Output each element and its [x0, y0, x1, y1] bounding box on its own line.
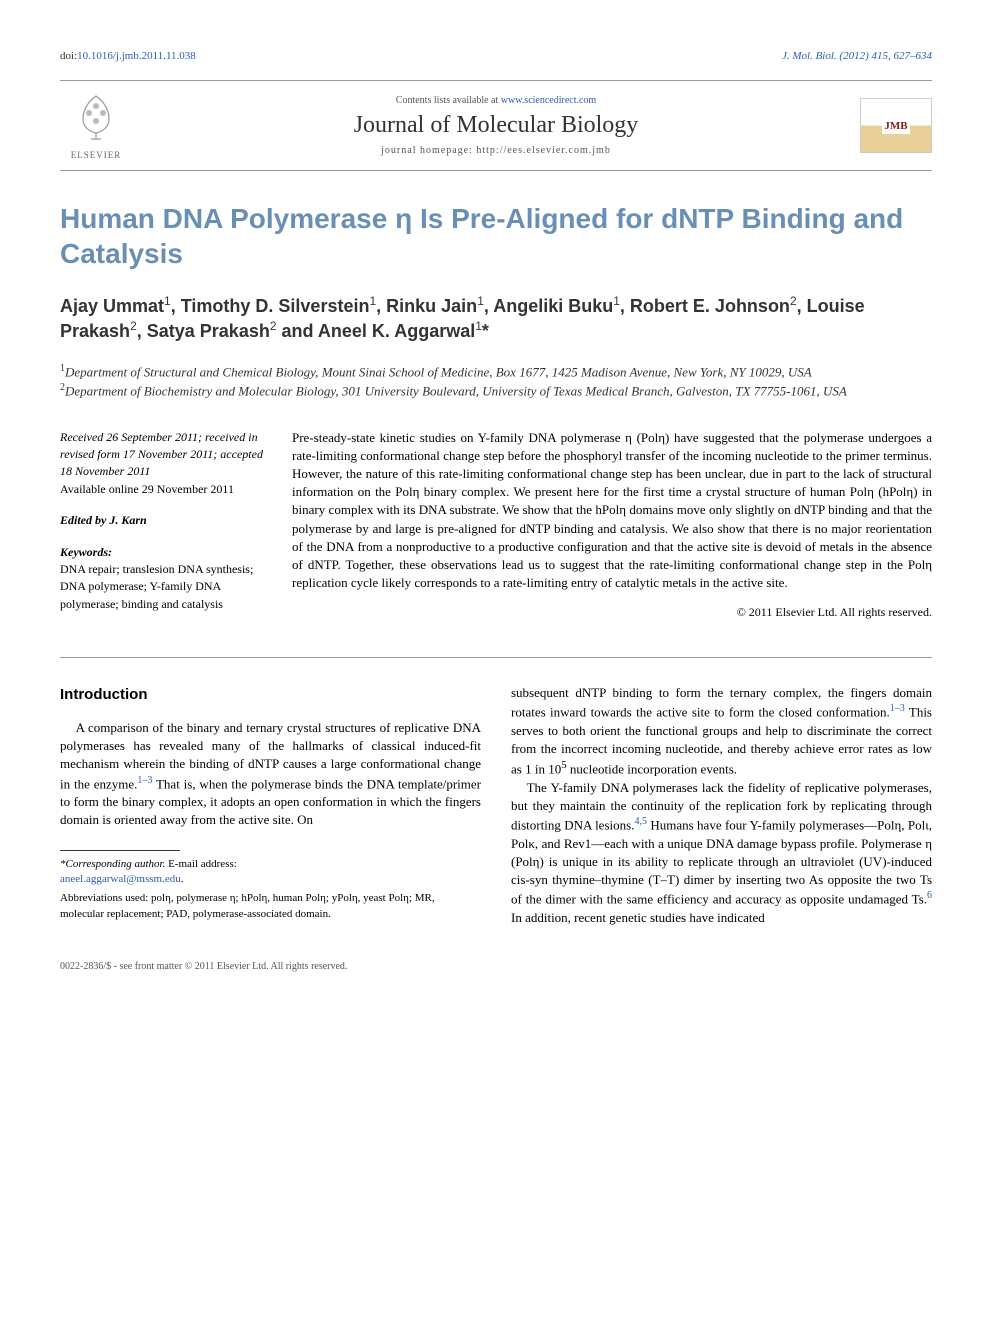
affiliation-2-text: Department of Biochemistry and Molecular… [65, 383, 847, 398]
affiliation-1-text: Department of Structural and Chemical Bi… [65, 364, 812, 379]
journal-name: Journal of Molecular Biology [132, 112, 860, 139]
jmb-label: JMB [882, 118, 909, 134]
ref-1-3b[interactable]: 1–3 [890, 703, 905, 714]
keywords-block: Keywords: DNA repair; translesion DNA sy… [60, 544, 270, 614]
article-dates: Received 26 September 2011; received in … [60, 429, 270, 499]
edited-by: Edited by J. Karn [60, 512, 270, 529]
masthead: ELSEVIER Contents lists available at www… [60, 80, 932, 171]
section-divider [60, 657, 932, 658]
jmb-cover-icon: JMB [860, 98, 932, 153]
keywords-list: DNA repair; translesion DNA synthesis; D… [60, 562, 253, 611]
abstract-column: Pre-steady-state kinetic studies on Y-fa… [292, 429, 932, 621]
journal-homepage: journal homepage: http://ees.elsevier.co… [132, 145, 860, 156]
available-online: Available online 29 November 2011 [60, 482, 234, 496]
meta-abstract-row: Received 26 September 2011; received in … [60, 429, 932, 621]
left-column: Introduction A comparison of the binary … [60, 684, 481, 927]
author-list: Ajay Ummat1, Timothy D. Silverstein1, Ri… [60, 293, 932, 344]
ref-4-5[interactable]: 4,5 [634, 816, 647, 827]
introduction-heading: Introduction [60, 684, 481, 705]
corr-label: *Corresponding author. [60, 858, 165, 870]
abstract-text: Pre-steady-state kinetic studies on Y-fa… [292, 429, 932, 593]
journal-reference: J. Mol. Biol. (2012) 415, 627–634 [782, 50, 932, 62]
right-column: subsequent dNTP binding to form the tern… [511, 684, 932, 927]
p3c: In addition, recent genetic studies have… [511, 910, 765, 925]
top-bar: doi:10.1016/j.jmb.2011.11.038 J. Mol. Bi… [60, 50, 932, 62]
footnote-separator [60, 850, 180, 851]
p2c: nucleotide incorporation events. [567, 762, 737, 777]
affiliations: 1Department of Structural and Chemical B… [60, 362, 932, 401]
email-label: E-mail address: [165, 858, 236, 870]
affiliation-2: 2Department of Biochemistry and Molecula… [60, 381, 932, 401]
p2a: subsequent dNTP binding to form the tern… [511, 685, 932, 720]
elsevier-text: ELSEVIER [60, 150, 132, 160]
keywords-heading: Keywords: [60, 545, 112, 559]
intro-para-1: A comparison of the binary and ternary c… [60, 719, 481, 829]
dates-text: Received 26 September 2011; received in … [60, 430, 263, 479]
contents-line: Contents lists available at www.scienced… [132, 95, 860, 106]
doi-line: doi:10.1016/j.jmb.2011.11.038 [60, 50, 196, 62]
copyright-line: © 2011 Elsevier Ltd. All rights reserved… [292, 604, 932, 621]
footnotes: *Corresponding author. E-mail address: a… [60, 857, 481, 923]
elsevier-tree-icon [71, 91, 121, 141]
article-title: Human DNA Polymerase η Is Pre-Aligned fo… [60, 201, 932, 271]
corresponding-author: *Corresponding author. E-mail address: a… [60, 857, 481, 888]
sciencedirect-link[interactable]: www.sciencedirect.com [501, 95, 596, 106]
footer-copyright: 0022-2836/$ - see front matter © 2011 El… [60, 961, 932, 972]
intro-para-2: subsequent dNTP binding to form the tern… [511, 684, 932, 779]
elsevier-logo: ELSEVIER [60, 91, 132, 160]
abbreviations: Abbreviations used: polη, polymerase η; … [60, 891, 481, 922]
doi-prefix: doi: [60, 50, 77, 62]
affiliation-1: 1Department of Structural and Chemical B… [60, 362, 932, 382]
meta-column: Received 26 September 2011; received in … [60, 429, 270, 621]
ref-6[interactable]: 6 [927, 890, 932, 901]
author-email-link[interactable]: aneel.aggarwal@mssm.edu [60, 873, 181, 885]
contents-text: Contents lists available at [396, 95, 501, 106]
body-columns: Introduction A comparison of the binary … [60, 684, 932, 927]
doi-link[interactable]: 10.1016/j.jmb.2011.11.038 [77, 50, 196, 62]
intro-para-3: The Y-family DNA polymerases lack the fi… [511, 779, 932, 927]
ref-1-3[interactable]: 1–3 [137, 775, 152, 786]
masthead-center: Contents lists available at www.scienced… [132, 95, 860, 156]
